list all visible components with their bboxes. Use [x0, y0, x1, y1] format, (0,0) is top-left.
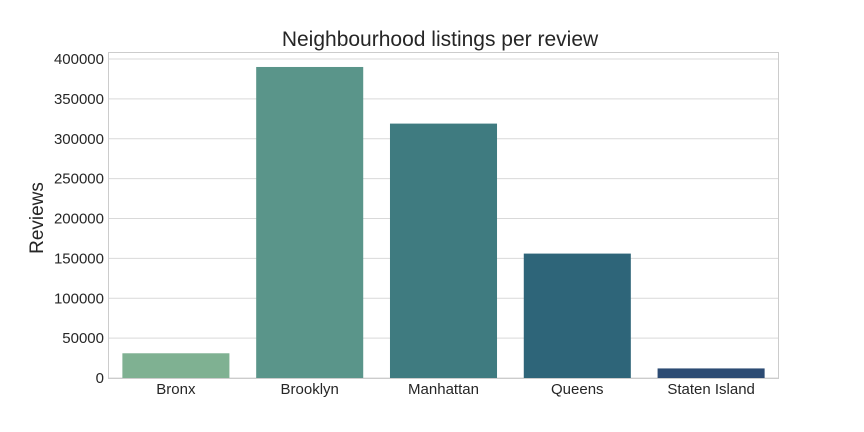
y-axis-label: Reviews: [27, 182, 48, 254]
chart-title: Neighbourhood listings per review: [282, 28, 599, 51]
x-tick-label: Staten Island: [667, 381, 755, 398]
plot-frame: [108, 52, 779, 379]
y-tick-label: 0: [96, 370, 104, 387]
x-tick-label: Queens: [551, 381, 604, 398]
bar-bronx: [122, 353, 230, 378]
y-tick-label: 300000: [54, 131, 104, 148]
bar-staten-island: [657, 368, 765, 378]
y-tick-label: 200000: [54, 211, 104, 228]
bar-queens: [523, 253, 631, 378]
y-tick-labels: 0 50000 100000 150000 200000 250000 300000 3500…: [54, 51, 104, 387]
y-tick-label: 50000: [62, 330, 104, 347]
y-tick-label: 350000: [54, 91, 104, 108]
bar-manhattan: [389, 123, 498, 378]
bars: [122, 66, 765, 378]
x-tick-labels: Bronx Brooklyn Manhattan Queens Staten Islan…: [156, 381, 755, 398]
y-tick-label: 150000: [54, 250, 104, 267]
x-tick-label: Manhattan: [408, 381, 479, 398]
y-tick-label: 250000: [54, 171, 104, 188]
y-tick-label: 100000: [54, 290, 104, 307]
x-tick-label: Bronx: [156, 381, 196, 398]
bar-brooklyn: [256, 66, 364, 378]
y-tick-label: 400000: [54, 51, 104, 68]
x-tick-label: Brooklyn: [281, 381, 339, 398]
